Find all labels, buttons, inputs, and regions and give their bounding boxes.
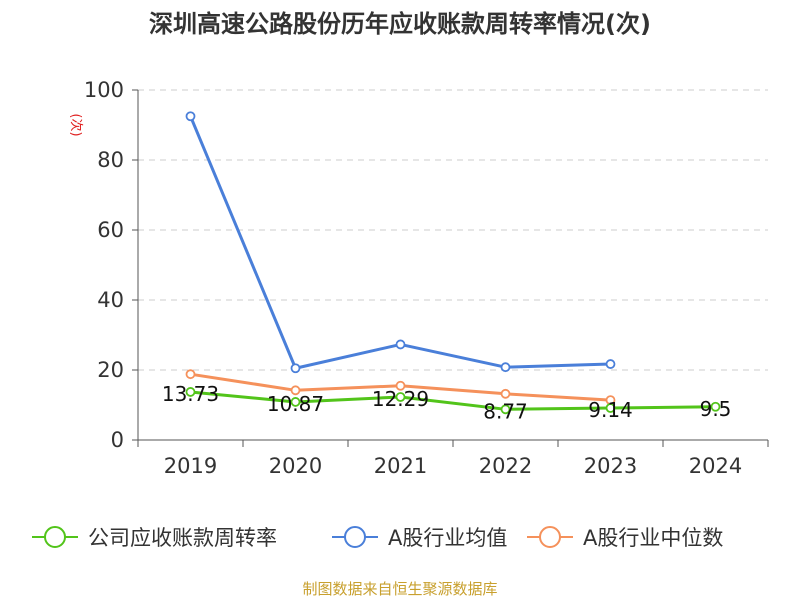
data-point [395, 392, 406, 402]
data-point [500, 362, 511, 373]
data-point [185, 369, 196, 380]
x-axis-ticks: 2019 2020 2021 2022 2023 2024 [137, 440, 769, 478]
data-label: 8.77 [483, 399, 528, 423]
x-tick-label: 2020 [269, 454, 322, 478]
y-tick-label: 80 [97, 148, 124, 172]
data-point [605, 359, 616, 369]
data-point [605, 403, 616, 413]
legend-item-1[interactable]: A股行业均值 [332, 526, 507, 550]
x-tick-label: 2022 [479, 454, 532, 478]
x-tick-label: 2024 [689, 454, 742, 478]
x-tick-label: 2019 [164, 454, 217, 478]
legend-item-2[interactable]: A股行业中位数 [527, 526, 723, 550]
x-tick-label: 2023 [584, 454, 637, 478]
data-point [290, 397, 301, 407]
axes [137, 90, 768, 441]
y-tick-label: 0 [111, 428, 124, 452]
data-point [290, 363, 301, 374]
data-label: 12.29 [372, 387, 429, 411]
data-point [395, 339, 406, 350]
data-point [500, 388, 511, 399]
legend-label: 公司应收账款周转率 [88, 526, 277, 550]
series-line [190, 390, 716, 411]
legend-marker [344, 526, 366, 548]
data-label: 9.14 [588, 398, 633, 422]
y-axis-ticks: 0 20 40 60 80 100 [84, 78, 138, 452]
x-tick-label: 2021 [374, 454, 427, 478]
series-2 [185, 369, 616, 406]
data-point [185, 111, 196, 122]
data-label: 10.87 [267, 392, 324, 416]
y-tick-label: 60 [97, 218, 124, 242]
data-label: 9.5 [700, 397, 732, 421]
chart-title: 深圳高速公路股份历年应收账款周转率情况(次) [149, 10, 651, 38]
y-tick-label: 100 [84, 78, 124, 102]
series-layer [185, 111, 721, 415]
series-0 [185, 387, 721, 415]
y-tick-label: 20 [97, 358, 124, 382]
data-point [710, 401, 721, 412]
y-axis-label: (次) [68, 113, 84, 136]
data-point [395, 380, 406, 391]
legend-label: A股行业均值 [388, 526, 507, 550]
gridlines [138, 89, 768, 371]
legend-marker [539, 526, 561, 548]
data-labels: 13.73 10.87 12.29 8.77 9.14 9.5 [162, 382, 732, 423]
legend[interactable]: 公司应收账款周转率 A股行业均值 A股行业中位数 [32, 526, 723, 550]
legend-label: A股行业中位数 [583, 526, 723, 550]
data-point [185, 387, 196, 397]
legend-item-0[interactable]: 公司应收账款周转率 [32, 526, 277, 550]
y-tick-label: 40 [97, 288, 124, 312]
series-1 [185, 111, 616, 374]
source-note: 制图数据来自恒生聚源数据库 [302, 580, 497, 598]
data-label: 13.73 [162, 382, 219, 406]
data-point [290, 385, 301, 396]
legend-marker [44, 526, 66, 548]
data-point [500, 404, 511, 415]
series-line [189, 115, 611, 370]
